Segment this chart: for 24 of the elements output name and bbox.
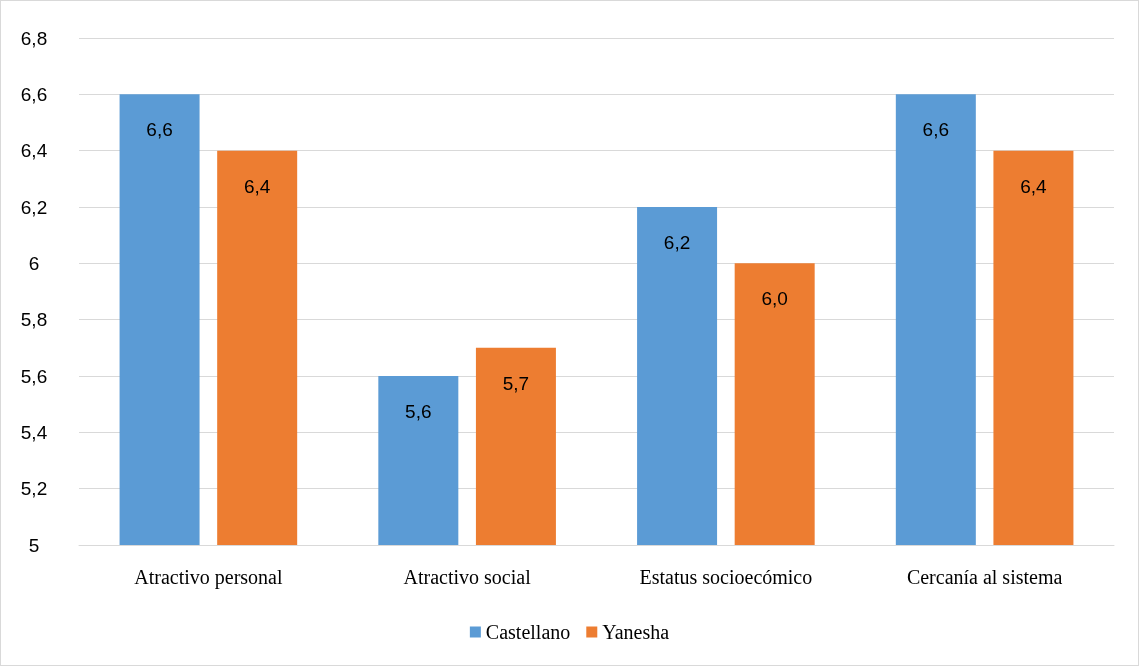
x-tick-label: Estatus socioecómico xyxy=(639,566,813,588)
x-tick-label: Cercanía al sistema xyxy=(906,566,1063,588)
y-tick-label: 5,8 xyxy=(20,309,48,331)
x-tick-label: Atractivo personal xyxy=(134,566,283,589)
legend-label: Castellano xyxy=(485,621,571,643)
data-label: 5,7 xyxy=(502,372,530,394)
x-tick-label: Atractivo social xyxy=(403,566,532,588)
y-tick-label: 5 xyxy=(28,534,40,556)
data-label: 6,4 xyxy=(243,175,271,197)
legend-label: Yanesha xyxy=(602,621,670,643)
data-label: 6,0 xyxy=(761,288,788,310)
y-tick-label: 5,2 xyxy=(20,478,48,500)
data-label: 5,6 xyxy=(405,401,432,422)
y-tick-label: 6 xyxy=(28,252,40,274)
data-label: 6,4 xyxy=(1020,175,1048,197)
y-tick-label: 5,4 xyxy=(20,421,48,443)
data-label: 6,6 xyxy=(922,119,950,141)
y-tick-label: 5,6 xyxy=(20,365,48,387)
y-tick-label: 6,6 xyxy=(20,83,48,105)
y-tick-label: 6,8 xyxy=(20,27,48,49)
y-tick-label: 6,2 xyxy=(20,196,48,218)
data-label: 6,2 xyxy=(663,232,691,253)
y-tick-label: 6,4 xyxy=(20,140,48,162)
data-label: 6,6 xyxy=(146,119,173,141)
